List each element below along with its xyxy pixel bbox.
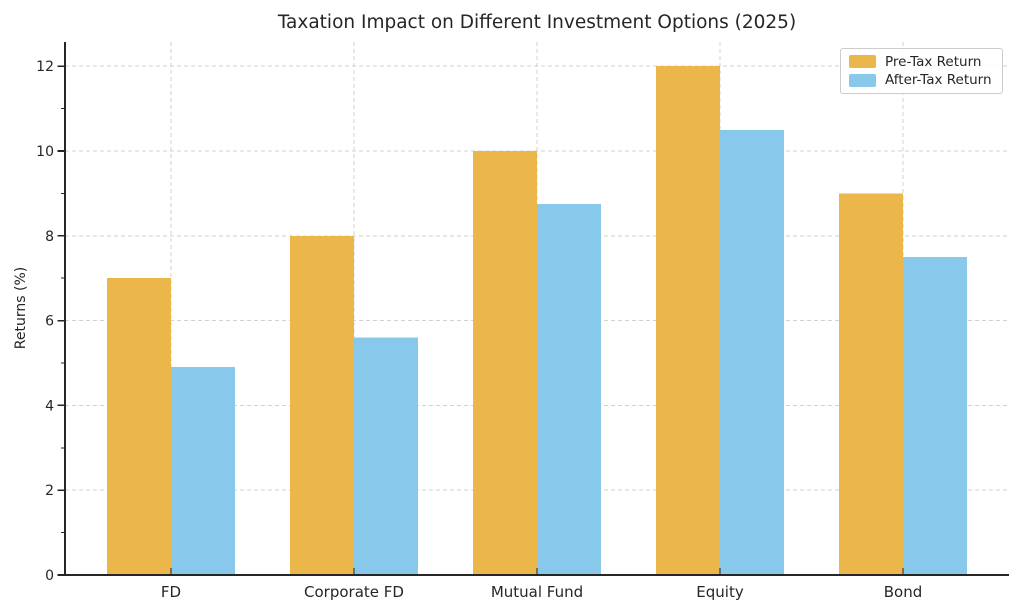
legend-item-pre-tax: Pre-Tax Return	[849, 54, 994, 70]
y-tick-label: 4	[45, 398, 54, 414]
bar-after-tax-return-mutual-fund	[537, 203, 601, 575]
bar-after-tax-return-bond	[903, 256, 967, 575]
bar-pre-tax-return-corporate-fd	[290, 235, 354, 575]
y-tick-label: 10	[36, 144, 54, 160]
bar-after-tax-return-corporate-fd	[354, 337, 418, 575]
bar-after-tax-return-fd	[171, 367, 235, 575]
bar-pre-tax-return-equity	[656, 66, 720, 576]
x-tick-label: Equity	[696, 583, 744, 601]
y-tick-label: 12	[36, 59, 54, 75]
bar-pre-tax-return-bond	[839, 193, 903, 576]
x-tick-label: Bond	[884, 583, 923, 601]
x-tick-label: FD	[161, 583, 181, 601]
y-tick-label: 8	[45, 229, 54, 245]
bar-pre-tax-return-fd	[107, 278, 171, 575]
legend-item-after-tax: After-Tax Return	[849, 72, 994, 88]
legend: Pre-Tax Return After-Tax Return	[840, 48, 1003, 94]
bar-pre-tax-return-mutual-fund	[473, 150, 537, 575]
x-tick-label: Corporate FD	[304, 583, 404, 601]
y-tick-label: 0	[45, 568, 54, 584]
legend-swatch-pre-tax	[849, 55, 876, 69]
bar-after-tax-return-equity	[720, 129, 784, 576]
x-tick-label: Mutual Fund	[491, 583, 583, 601]
chart-title: Taxation Impact on Different Investment …	[277, 12, 797, 33]
y-tick-label: 6	[45, 314, 54, 330]
legend-label-after-tax: After-Tax Return	[885, 72, 992, 89]
legend-swatch-after-tax	[849, 73, 876, 87]
y-tick-label: 2	[45, 483, 54, 499]
legend-label-pre-tax: Pre-Tax Return	[885, 53, 982, 70]
